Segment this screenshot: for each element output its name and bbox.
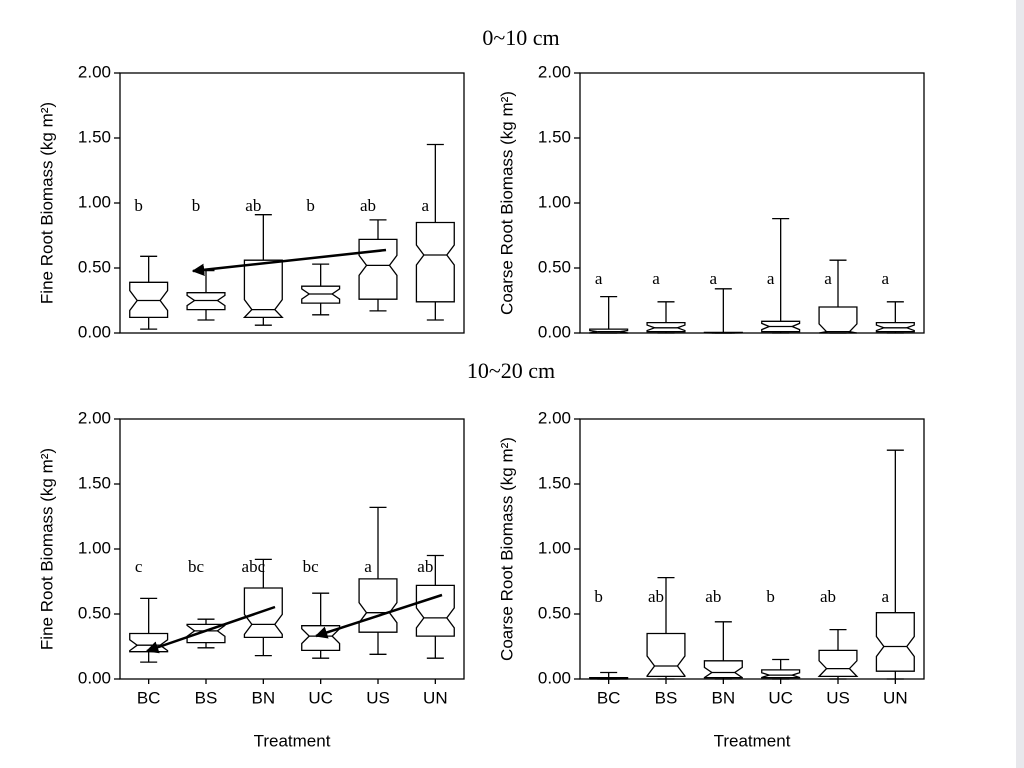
- significance-letter: ab: [820, 587, 836, 606]
- significance-letter: a: [595, 269, 603, 288]
- significance-letter: b: [766, 587, 775, 606]
- y-tick-label: 1.00: [78, 192, 111, 211]
- x-tick-label: BC: [597, 688, 621, 707]
- significance-letter: a: [710, 269, 718, 288]
- y-tick-label: 2.00: [538, 408, 571, 427]
- box: [129, 632, 169, 653]
- x-tick-label: BS: [655, 688, 678, 707]
- box: [358, 238, 398, 300]
- trend-arrow: [145, 605, 276, 654]
- x-axis-label: Treatment: [254, 731, 331, 750]
- box: [415, 221, 455, 303]
- box: [358, 578, 398, 633]
- y-tick-label: 0.50: [78, 603, 111, 622]
- y-tick-label: 0.00: [78, 668, 111, 687]
- x-tick-label: BS: [195, 688, 218, 707]
- significance-letter: a: [882, 269, 890, 288]
- significance-letter: a: [364, 557, 372, 576]
- box: [242, 259, 284, 319]
- box: [817, 649, 859, 678]
- y-tick-label: 1.50: [78, 473, 111, 492]
- significance-letter: a: [882, 587, 890, 606]
- y-tick-label: 1.50: [538, 127, 571, 146]
- significance-letter: b: [594, 587, 603, 606]
- x-tick-label: UC: [308, 688, 333, 707]
- y-tick-label: 1.50: [78, 127, 111, 146]
- y-axis-label: Coarse Root Biomass (kg m²): [497, 91, 516, 315]
- y-tick-label: 0.50: [538, 257, 571, 276]
- x-tick-label: US: [366, 688, 390, 707]
- box: [415, 584, 455, 637]
- significance-letter: ab: [417, 557, 433, 576]
- significance-letter: a: [422, 196, 430, 215]
- x-tick-label: BC: [137, 688, 161, 707]
- y-tick-label: 1.50: [538, 473, 571, 492]
- y-tick-label: 2.00: [78, 62, 111, 81]
- edge-strip: [1016, 0, 1024, 768]
- y-tick-label: 2.00: [538, 62, 571, 81]
- box: [243, 587, 283, 639]
- y-axis-label: Coarse Root Biomass (kg m²): [497, 437, 516, 661]
- y-tick-label: 0.00: [538, 322, 571, 341]
- x-tick-label: BN: [712, 688, 736, 707]
- x-tick-label: UN: [883, 688, 908, 707]
- y-tick-label: 2.00: [78, 408, 111, 427]
- section-heading: 10~20 cm: [467, 358, 555, 383]
- box: [703, 660, 743, 679]
- box: [875, 612, 915, 672]
- box: [186, 292, 226, 311]
- x-tick-label: UC: [768, 688, 793, 707]
- y-tick-label: 1.00: [538, 538, 571, 557]
- x-tick-label: US: [826, 688, 850, 707]
- significance-letter: b: [192, 196, 201, 215]
- significance-letter: ab: [245, 196, 261, 215]
- significance-letter: ab: [648, 587, 664, 606]
- significance-letter: b: [306, 196, 315, 215]
- significance-letter: c: [135, 557, 143, 576]
- box: [818, 306, 858, 334]
- y-tick-label: 0.00: [538, 668, 571, 687]
- significance-letter: a: [824, 269, 832, 288]
- y-tick-label: 0.50: [538, 603, 571, 622]
- x-tick-label: BN: [252, 688, 276, 707]
- y-axis-label: Fine Root Biomass (kg m²): [37, 102, 56, 304]
- y-tick-label: 0.00: [78, 322, 111, 341]
- significance-letter: a: [652, 269, 660, 288]
- box: [589, 328, 629, 334]
- box: [301, 285, 341, 304]
- significance-letter: a: [767, 269, 775, 288]
- y-axis-label: Fine Root Biomass (kg m²): [37, 448, 56, 650]
- y-tick-label: 1.00: [78, 538, 111, 557]
- x-axis-label: Treatment: [714, 731, 791, 750]
- significance-letter: ab: [705, 587, 721, 606]
- x-tick-label: UN: [423, 688, 448, 707]
- significance-letter: ab: [360, 196, 376, 215]
- trend-arrow: [314, 593, 443, 639]
- y-tick-label: 1.00: [538, 192, 571, 211]
- y-tick-label: 0.50: [78, 257, 111, 276]
- significance-letter: b: [134, 196, 143, 215]
- box: [646, 632, 686, 678]
- box: [761, 669, 801, 679]
- significance-letter: bc: [188, 557, 205, 576]
- significance-letter: abc: [242, 557, 266, 576]
- section-heading: 0~10 cm: [482, 25, 559, 50]
- trend-arrow: [191, 248, 387, 276]
- significance-letter: bc: [303, 557, 320, 576]
